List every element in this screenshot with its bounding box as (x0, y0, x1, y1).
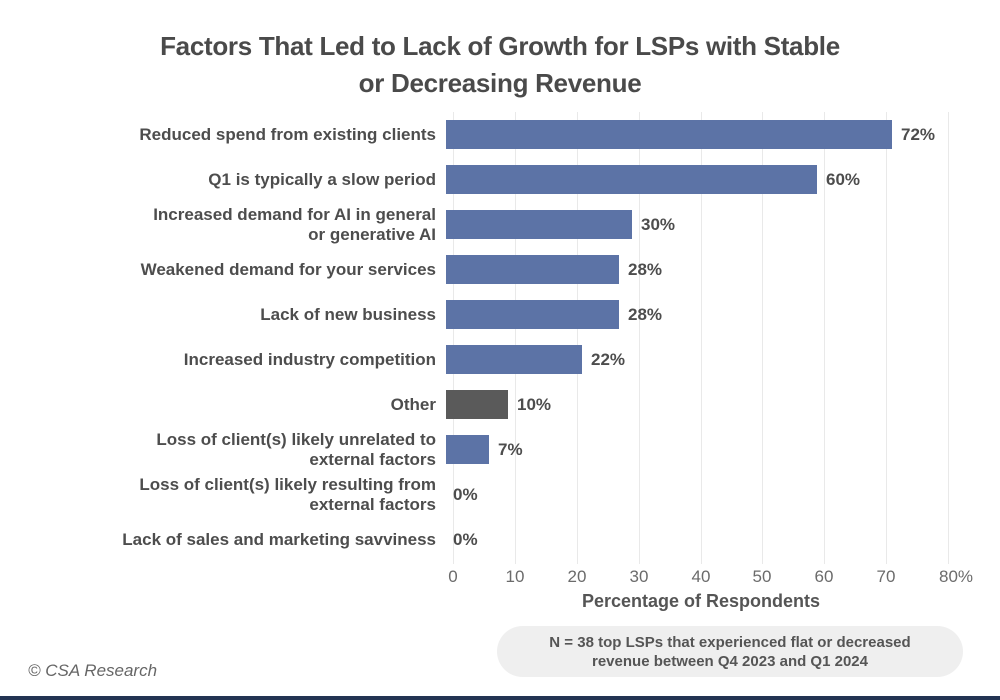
bar (446, 165, 817, 194)
chart-row: Lack of sales and marketing savviness 0% (75, 517, 949, 562)
bar-chart: Reduced spend from existing clients 72% Q1… (75, 112, 949, 562)
category-label: Lack of sales and marketing savviness (122, 529, 436, 549)
chart-title: Factors That Led to Lack of Growth for L… (160, 31, 840, 98)
value-label: 28% (628, 304, 663, 324)
x-axis-label: Percentage of Respondents (581, 591, 821, 611)
bar-track: 28% (445, 247, 949, 292)
gridline (762, 112, 763, 564)
value-label: 30% (641, 214, 676, 234)
chart-row: Weakened demand for your services 28% (75, 247, 949, 292)
x-axis-ticks: 0 10 20 30 40 50 60 70 80% (0, 567, 1000, 589)
category-label: Loss of client(s) likely unrelated to ex… (156, 429, 436, 469)
category-label: Lack of new business (260, 304, 436, 324)
chart-row: Reduced spend from existing clients 72% (75, 112, 949, 157)
x-tick-label: 40 (691, 567, 711, 586)
bar (446, 120, 892, 149)
bar (446, 435, 489, 464)
bar-track: 72% (445, 112, 949, 157)
bar-track: 30% (445, 202, 949, 247)
plot-gridlines (453, 112, 949, 564)
gridline (453, 112, 454, 564)
value-label: 72% (901, 124, 936, 144)
gridline (948, 112, 949, 564)
gridline (824, 112, 825, 564)
x-tick-label: 0 (448, 567, 458, 586)
bar-track: 28% (445, 292, 949, 337)
value-label: 22% (591, 349, 626, 369)
gridline (515, 112, 516, 564)
category-label: Increased demand for AI in general or ge… (153, 204, 436, 244)
footnote-text: N = 38 top LSPs that experienced flat or… (549, 633, 911, 670)
category-label: Loss of client(s) likely resulting from … (139, 474, 436, 514)
bar (446, 255, 619, 284)
gridline (886, 112, 887, 564)
x-tick-label: 80% (938, 567, 974, 586)
bar-track: 7% (445, 427, 949, 472)
gridline (639, 112, 640, 564)
bar (446, 390, 508, 419)
gridline (577, 112, 578, 564)
bar-track: 22% (445, 337, 949, 382)
value-label: 7% (498, 439, 523, 459)
chart-row: Increased demand for AI in general or ge… (75, 202, 949, 247)
category-label: Q1 is typically a slow period (208, 169, 436, 189)
gridline (701, 112, 702, 564)
value-label: 0% (453, 484, 478, 504)
value-label: 10% (517, 394, 552, 414)
category-label: Reduced spend from existing clients (139, 124, 436, 144)
bar-track: 0% (445, 472, 949, 517)
value-label: 60% (826, 169, 861, 189)
bar-track: 60% (445, 157, 949, 202)
value-label: 0% (453, 529, 478, 549)
bar (446, 210, 632, 239)
value-label: 28% (628, 259, 663, 279)
x-tick-label: 60 (814, 567, 834, 586)
chart-row: Other 10% (75, 382, 949, 427)
copyright-text: © CSA Research (28, 661, 158, 680)
x-tick-label: 20 (567, 567, 587, 586)
x-tick-label: 50 (752, 567, 772, 586)
footnote-pill: N = 38 top LSPs that experienced flat or… (497, 626, 963, 677)
category-label: Increased industry competition (183, 349, 436, 369)
chart-row: Q1 is typically a slow period 60% (75, 157, 949, 202)
bar-track: 10% (445, 382, 949, 427)
x-tick-label: 70 (876, 567, 896, 586)
chart-row: Loss of client(s) likely resulting from … (75, 472, 949, 517)
x-tick-label: 10 (505, 567, 525, 586)
bar (446, 345, 582, 374)
bar (446, 300, 619, 329)
category-label: Other (390, 394, 436, 414)
bar-track: 0% (445, 517, 949, 562)
chart-row: Loss of client(s) likely unrelated to ex… (75, 427, 949, 472)
chart-row: Lack of new business 28% (75, 292, 949, 337)
category-label: Weakened demand for your services (140, 259, 436, 279)
bottom-rule (0, 696, 1000, 700)
chart-row: Increased industry competition 22% (75, 337, 949, 382)
x-tick-label: 30 (629, 567, 649, 586)
